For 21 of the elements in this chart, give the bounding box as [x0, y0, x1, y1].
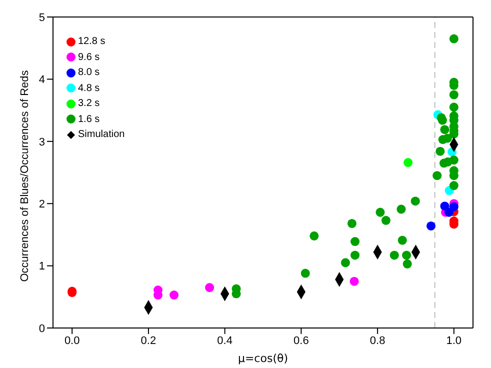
y-tick-label: 1	[38, 260, 45, 273]
y-tick-label: 5	[38, 12, 45, 24]
legend-label: 8.0 s	[78, 66, 100, 80]
y-tick-label: 3	[38, 136, 45, 148]
x-tick-label: 0.0	[64, 334, 80, 347]
x-tick-label: 0.6	[294, 334, 309, 347]
x-tick-label: 0.8	[370, 334, 386, 347]
y-axis-title: Occurrences of Blues/Occurrences of Reds	[19, 70, 31, 282]
y-tick-label: 2	[38, 198, 45, 211]
x-axis-title: μ=cos(θ)	[238, 352, 288, 365]
x-tick-label: 1.0	[446, 334, 462, 347]
x-tick-label: 0.4	[217, 334, 232, 347]
legend-label: 3.2 s	[78, 97, 100, 111]
legend-label: Simulation	[78, 128, 125, 142]
legend-label: 9.6 s	[78, 50, 100, 64]
y-tick-label: 4	[38, 74, 45, 86]
y-tick-label: 0	[38, 322, 45, 335]
legend-label: 4.8 s	[78, 82, 100, 96]
x-tick-label: 0.2	[140, 334, 156, 347]
legend-label: 1.6 s	[78, 112, 100, 126]
legend-label: 12.8 s	[78, 35, 106, 49]
